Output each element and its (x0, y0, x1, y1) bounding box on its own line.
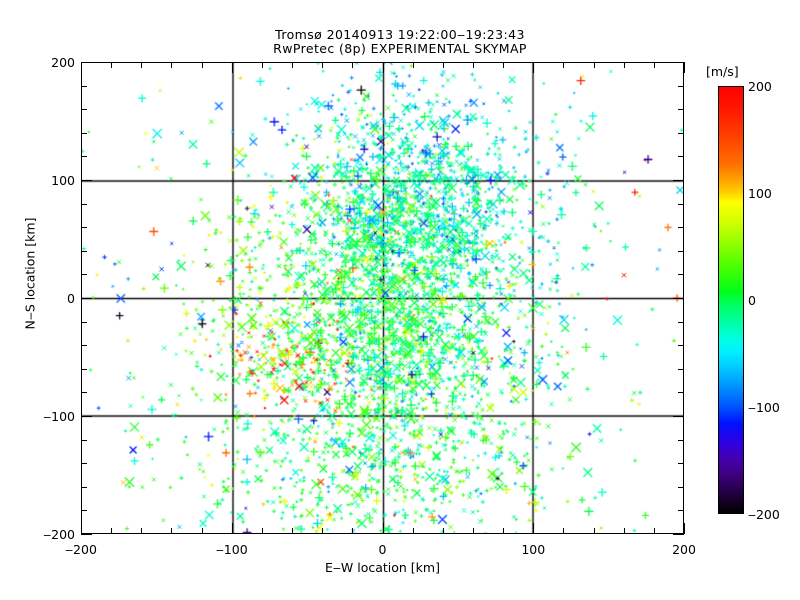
colorbar-tick-label: ‒200 (748, 507, 780, 522)
x-tick-label: 100 (521, 542, 546, 557)
y-tick-label: 100 (51, 173, 75, 188)
x-axis-title: E‒W location [km] (325, 560, 440, 575)
tick-mark (81, 534, 92, 535)
tick-mark (673, 534, 684, 535)
colorbar-tick-label: ‒100 (748, 400, 780, 415)
colorbar (718, 86, 744, 514)
colorbar-tick-label: 200 (748, 79, 772, 94)
x-tick-label: 0 (378, 542, 387, 557)
y-tick-label: ‒100 (43, 409, 75, 424)
y-axis-title: N‒S location [km] (22, 217, 38, 330)
colorbar-tick-label: 0 (748, 293, 756, 308)
figure-title-line1: Tromsø 20140913 19:22:00‒19:23:43 (275, 27, 525, 42)
colorbar-unit-label: [m/s] (706, 64, 739, 79)
y-tick-label: ‒200 (43, 527, 75, 542)
x-tick-label: ‒100 (215, 542, 248, 557)
x-tick-label: ‒200 (65, 542, 97, 557)
plot-area (81, 62, 684, 534)
tick-mark (684, 523, 685, 534)
x-tick-label: 200 (672, 542, 696, 557)
tick-mark (684, 62, 685, 73)
scatter-canvas (82, 63, 683, 533)
y-tick-label: 200 (51, 55, 75, 70)
colorbar-tick-label: 100 (748, 186, 772, 201)
figure-title-line2: RwPretec (8p) EXPERIMENTAL SKYMAP (273, 41, 527, 56)
y-tick-label: 0 (67, 291, 75, 306)
